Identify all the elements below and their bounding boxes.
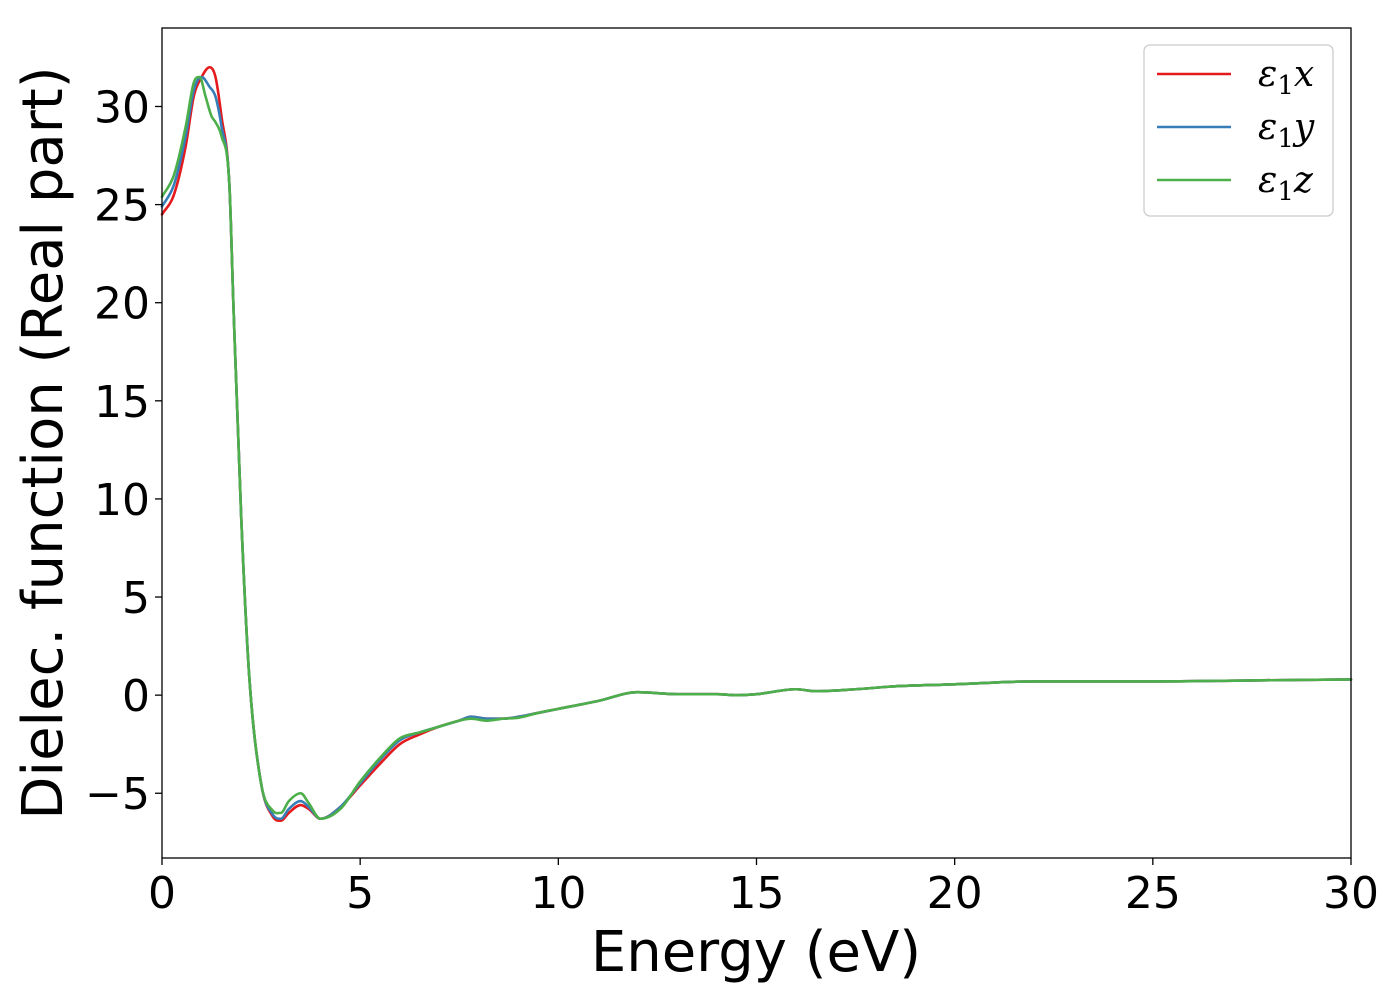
legend-frame	[1143, 44, 1334, 217]
y-axis-label: Dielec. function (Real part)	[11, 66, 76, 819]
y-tick-label: 25	[94, 181, 150, 232]
legend-label-z: ε1z	[1258, 160, 1314, 207]
x-tick-label: 30	[1323, 868, 1379, 919]
x-tick-label: 20	[927, 868, 983, 919]
y-tick-label: 10	[94, 475, 150, 526]
y-tick-label: 0	[122, 671, 150, 722]
legend: ε1x ε1y ε1z	[1143, 44, 1334, 217]
x-axis-label: Energy (eV)	[591, 920, 921, 985]
series-line-z	[160, 75, 1353, 821]
series-layer	[160, 65, 1353, 823]
x-tick-label: 0	[148, 868, 176, 919]
y-tick-label: −5	[85, 769, 150, 820]
x-tick-label: 25	[1125, 868, 1181, 919]
legend-label-x: ε1x	[1258, 54, 1314, 101]
x-tick-label: 5	[346, 868, 374, 919]
legend-label-y: ε1y	[1258, 107, 1315, 154]
x-tick-label: 10	[530, 868, 586, 919]
y-axis-ticks: −5 0 5 10 15 20 25 30	[85, 82, 162, 820]
y-tick-label: 20	[94, 279, 150, 330]
y-tick-label: 30	[94, 82, 150, 133]
x-axis-ticks: 0 5 10 15 20 25 30	[148, 858, 1379, 919]
y-tick-label: 5	[122, 573, 150, 624]
y-tick-label: 15	[94, 377, 150, 428]
x-tick-label: 15	[729, 868, 785, 919]
